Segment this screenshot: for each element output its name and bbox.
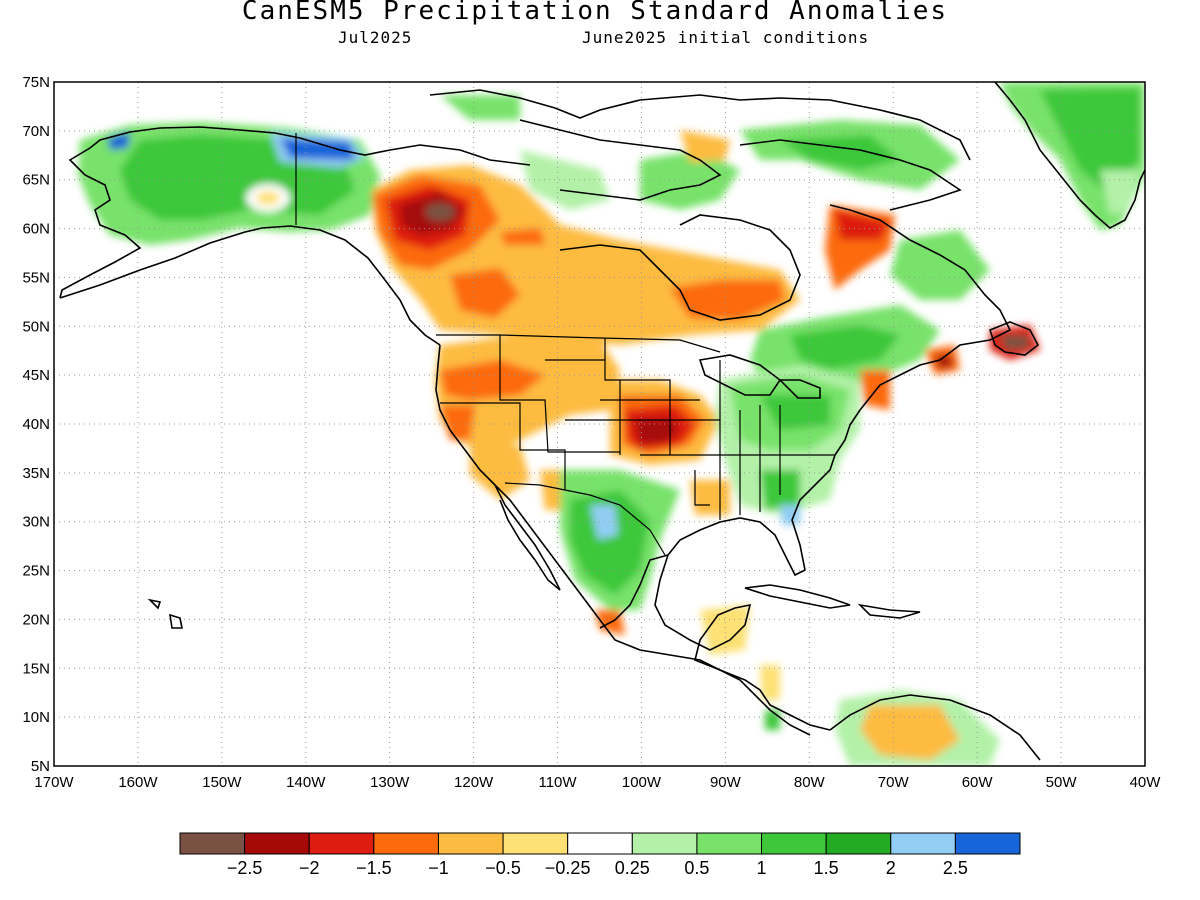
longitude-tick-label: 80W (794, 774, 826, 791)
longitude-tick-label: 90W (710, 774, 742, 791)
longitude-tick-label: 50W (1046, 774, 1078, 791)
longitude-tick-label: 170W (34, 774, 74, 791)
colorbar-swatch (954, 832, 1021, 855)
colorbar-label: 1.5 (814, 858, 839, 878)
colorbar-label: 0.25 (615, 858, 650, 878)
colorbar-label: −0.25 (545, 858, 591, 878)
longitude-tick-labels: 170W 160W 150W 140W 130W 120W 110W 100W 90W 80W 70… (34, 774, 1161, 791)
longitude-tick-label: 150W (202, 774, 242, 791)
initial-conditions: June2025 initial conditions (582, 28, 870, 47)
latitude-tick-label: 50N (22, 318, 50, 335)
colorbar-swatch (631, 832, 698, 855)
colorbar-label: −0.5 (485, 858, 521, 878)
colorbar-swatch (567, 832, 633, 855)
colorbar-label: −2.5 (227, 858, 263, 878)
colorbar-label: 1 (757, 858, 767, 878)
latitude-tick-label: 30N (22, 514, 50, 531)
coastlines (59, 82, 1145, 761)
colorbar-label: 2 (886, 858, 896, 878)
colorbar-swatch (244, 832, 310, 855)
longitude-tick-label: 40W (1130, 774, 1162, 791)
colorbar-swatch (696, 832, 763, 855)
longitude-tick-label: 100W (622, 774, 662, 791)
forecast-month: Jul2025 (338, 28, 413, 47)
map-title: CanESM5 Precipitation Standard Anomalies (241, 0, 949, 26)
colorbar-swatch (308, 832, 375, 855)
colorbar-swatch (437, 832, 504, 855)
longitude-tick-label: 110W (538, 774, 577, 791)
colorbar: −2.5 −2 −1.5 −1 −0.5 −0.25 0.25 0.5 1 1.5 2 2.5 (179, 832, 1021, 878)
latitude-tick-label: 40N (22, 416, 50, 433)
longitude-tick-label: 130W (370, 774, 410, 791)
colorbar-swatch (761, 832, 827, 855)
colorbar-label: −1 (428, 858, 449, 878)
latitude-tick-label: 65N (22, 172, 50, 189)
longitude-tick-label: 140W (286, 774, 326, 791)
political-borders (295, 133, 835, 556)
latitude-tick-label: 15N (22, 660, 50, 677)
colorbar-swatch (179, 832, 246, 855)
colorbar-swatch (502, 832, 569, 855)
latitude-tick-label: 55N (22, 269, 50, 286)
latitude-tick-label: 45N (22, 367, 50, 384)
latitude-tick-label: 75N (22, 74, 50, 91)
longitude-tick-label: 60W (962, 774, 994, 791)
latitude-tick-label: 5N (31, 758, 50, 775)
latitude-tick-labels: 75N 70N 65N 60N 55N 50N 45N 40N 35N 30N 25N 20N 15N 1… (22, 74, 50, 775)
latitude-tick-label: 60N (22, 221, 50, 238)
colorbar-label: 2.5 (943, 858, 968, 878)
colorbar-swatch (825, 832, 892, 855)
latitude-tick-label: 25N (22, 563, 50, 580)
colorbar-label: −2 (299, 858, 320, 878)
colorbar-swatch (373, 832, 439, 855)
latitude-tick-label: 10N (22, 709, 50, 726)
latitude-tick-label: 70N (22, 123, 50, 140)
longitude-tick-label: 160W (118, 774, 158, 791)
plot-frame (53, 81, 1146, 767)
anomaly-field (78, 82, 1145, 766)
longitude-tick-label: 120W (454, 774, 494, 791)
latitude-tick-label: 35N (22, 465, 50, 482)
colorbar-label: −1.5 (356, 858, 392, 878)
colorbar-swatch (890, 832, 956, 855)
longitude-tick-label: 70W (878, 774, 910, 791)
latitude-tick-label: 20N (22, 611, 50, 628)
colorbar-label: 0.5 (684, 858, 709, 878)
